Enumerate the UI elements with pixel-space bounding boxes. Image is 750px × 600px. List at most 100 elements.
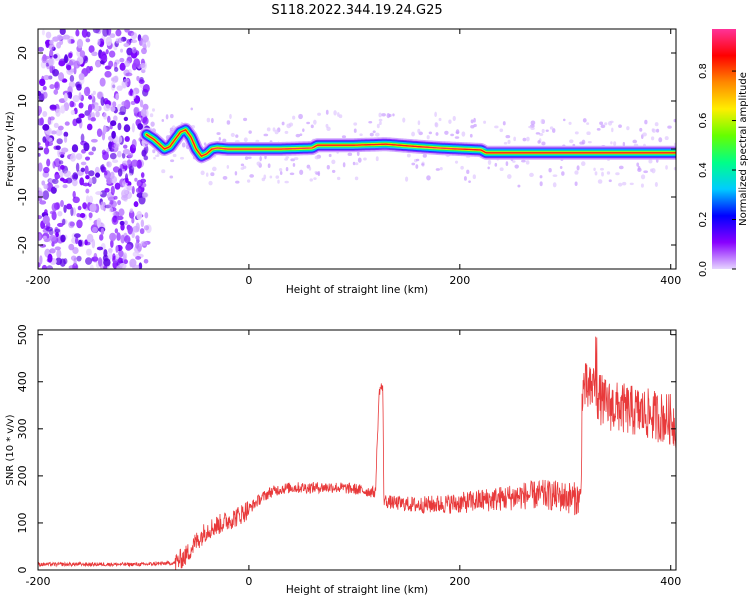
noise-speckle	[119, 57, 125, 63]
scatter-dot	[243, 137, 248, 143]
scatter-dot	[548, 167, 552, 173]
noise-speckle	[85, 174, 90, 180]
noise-speckle	[55, 145, 61, 151]
scatter-dot	[234, 171, 238, 176]
scatter-dot	[256, 161, 261, 166]
noise-speckle	[88, 177, 93, 185]
scatter-dot	[179, 156, 185, 160]
noise-speckle	[60, 234, 66, 243]
scatter-dot	[428, 131, 433, 135]
noise-speckle	[135, 256, 142, 260]
scatter-dot	[535, 132, 541, 135]
noise-speckle	[96, 217, 102, 227]
noise-speckle	[140, 108, 147, 117]
scatter-dot	[461, 131, 466, 137]
noise-speckle	[58, 160, 64, 165]
spectrogram-area	[38, 29, 676, 269]
scatter-dot	[255, 139, 260, 143]
noise-speckle	[90, 138, 98, 143]
scatter-dot	[218, 136, 222, 141]
noise-speckle	[142, 84, 150, 93]
scatter-dot	[529, 172, 534, 178]
scatter-dot	[569, 139, 574, 144]
noise-speckle	[112, 211, 116, 217]
scatter-dot	[381, 113, 386, 117]
noise-speckle	[133, 58, 141, 68]
noise-speckle	[70, 206, 74, 217]
noise-speckle	[68, 81, 76, 88]
noise-speckle	[49, 84, 55, 90]
noise-speckle	[63, 170, 71, 178]
noise-speckle	[39, 200, 47, 205]
scatter-dot	[325, 123, 329, 128]
scatter-dot	[654, 181, 658, 187]
noise-speckle	[91, 146, 97, 152]
y-tick-label: 400	[16, 371, 29, 392]
scatter-dot	[426, 175, 431, 181]
scatter-dot	[448, 119, 452, 124]
snr-series-line	[38, 336, 676, 570]
noise-speckle	[92, 29, 100, 34]
scatter-dot	[317, 112, 321, 116]
x-tick-label: 200	[449, 274, 470, 287]
noise-speckle	[63, 136, 68, 143]
scatter-dot	[470, 125, 475, 129]
noise-speckle	[56, 34, 63, 41]
noise-speckle	[131, 123, 135, 133]
scatter-dot	[530, 120, 536, 126]
scatter-dot	[267, 163, 271, 168]
scatter-dot	[415, 158, 420, 162]
noise-speckle	[89, 264, 94, 269]
scatter-dot	[540, 118, 545, 125]
noise-speckle	[112, 215, 117, 223]
scatter-dot	[581, 139, 586, 145]
noise-speckle	[38, 142, 41, 147]
noise-speckle	[114, 228, 119, 234]
y-tick-label: 100	[16, 512, 29, 533]
scatter-dot	[586, 122, 590, 125]
y-tick-label: 200	[16, 465, 29, 486]
scatter-dot	[539, 133, 544, 137]
scatter-dot	[512, 160, 516, 163]
noise-speckle	[45, 139, 49, 149]
scatter-dot	[230, 132, 235, 137]
scatter-dot	[487, 166, 490, 170]
scatter-dot	[505, 161, 509, 167]
noise-speckle	[140, 62, 146, 68]
x-tick-label: -200	[26, 274, 51, 287]
noise-speckle	[95, 172, 101, 178]
noise-speckle	[109, 33, 116, 39]
scatter-dot	[269, 175, 273, 179]
scatter-dot	[469, 133, 473, 138]
scatter-dot	[541, 128, 545, 134]
noise-speckle	[108, 60, 114, 68]
scatter-dot	[561, 171, 565, 176]
noise-speckle	[96, 128, 103, 137]
noise-speckle	[82, 202, 87, 210]
noise-speckle	[116, 232, 121, 241]
noise-speckle	[131, 217, 135, 224]
noise-speckle	[80, 167, 85, 173]
scatter-dot	[655, 128, 660, 133]
scatter-dot	[284, 158, 288, 161]
noise-speckle	[49, 105, 57, 111]
noise-speckle	[72, 94, 80, 103]
scatter-dot	[528, 125, 532, 129]
noise-speckle	[63, 204, 67, 214]
noise-speckle	[117, 199, 122, 206]
scatter-dot	[286, 123, 292, 129]
spectrogram-panel: -200 0 200 400 -20 -10 0 10 20 Height of straight…	[5, 28, 681, 296]
scatter-dot	[463, 176, 467, 181]
noise-speckle	[55, 257, 63, 266]
scatter-dot	[574, 170, 579, 175]
noise-speckle	[80, 161, 87, 166]
scatter-dot	[667, 125, 672, 129]
noise-speckle	[57, 148, 61, 158]
noise-speckle	[132, 90, 137, 99]
scatter-dot	[212, 166, 217, 172]
colorbar-gradient	[712, 29, 736, 269]
scatter-dot	[274, 129, 279, 135]
noise-speckle	[78, 73, 85, 81]
scatter-dot	[472, 174, 476, 180]
